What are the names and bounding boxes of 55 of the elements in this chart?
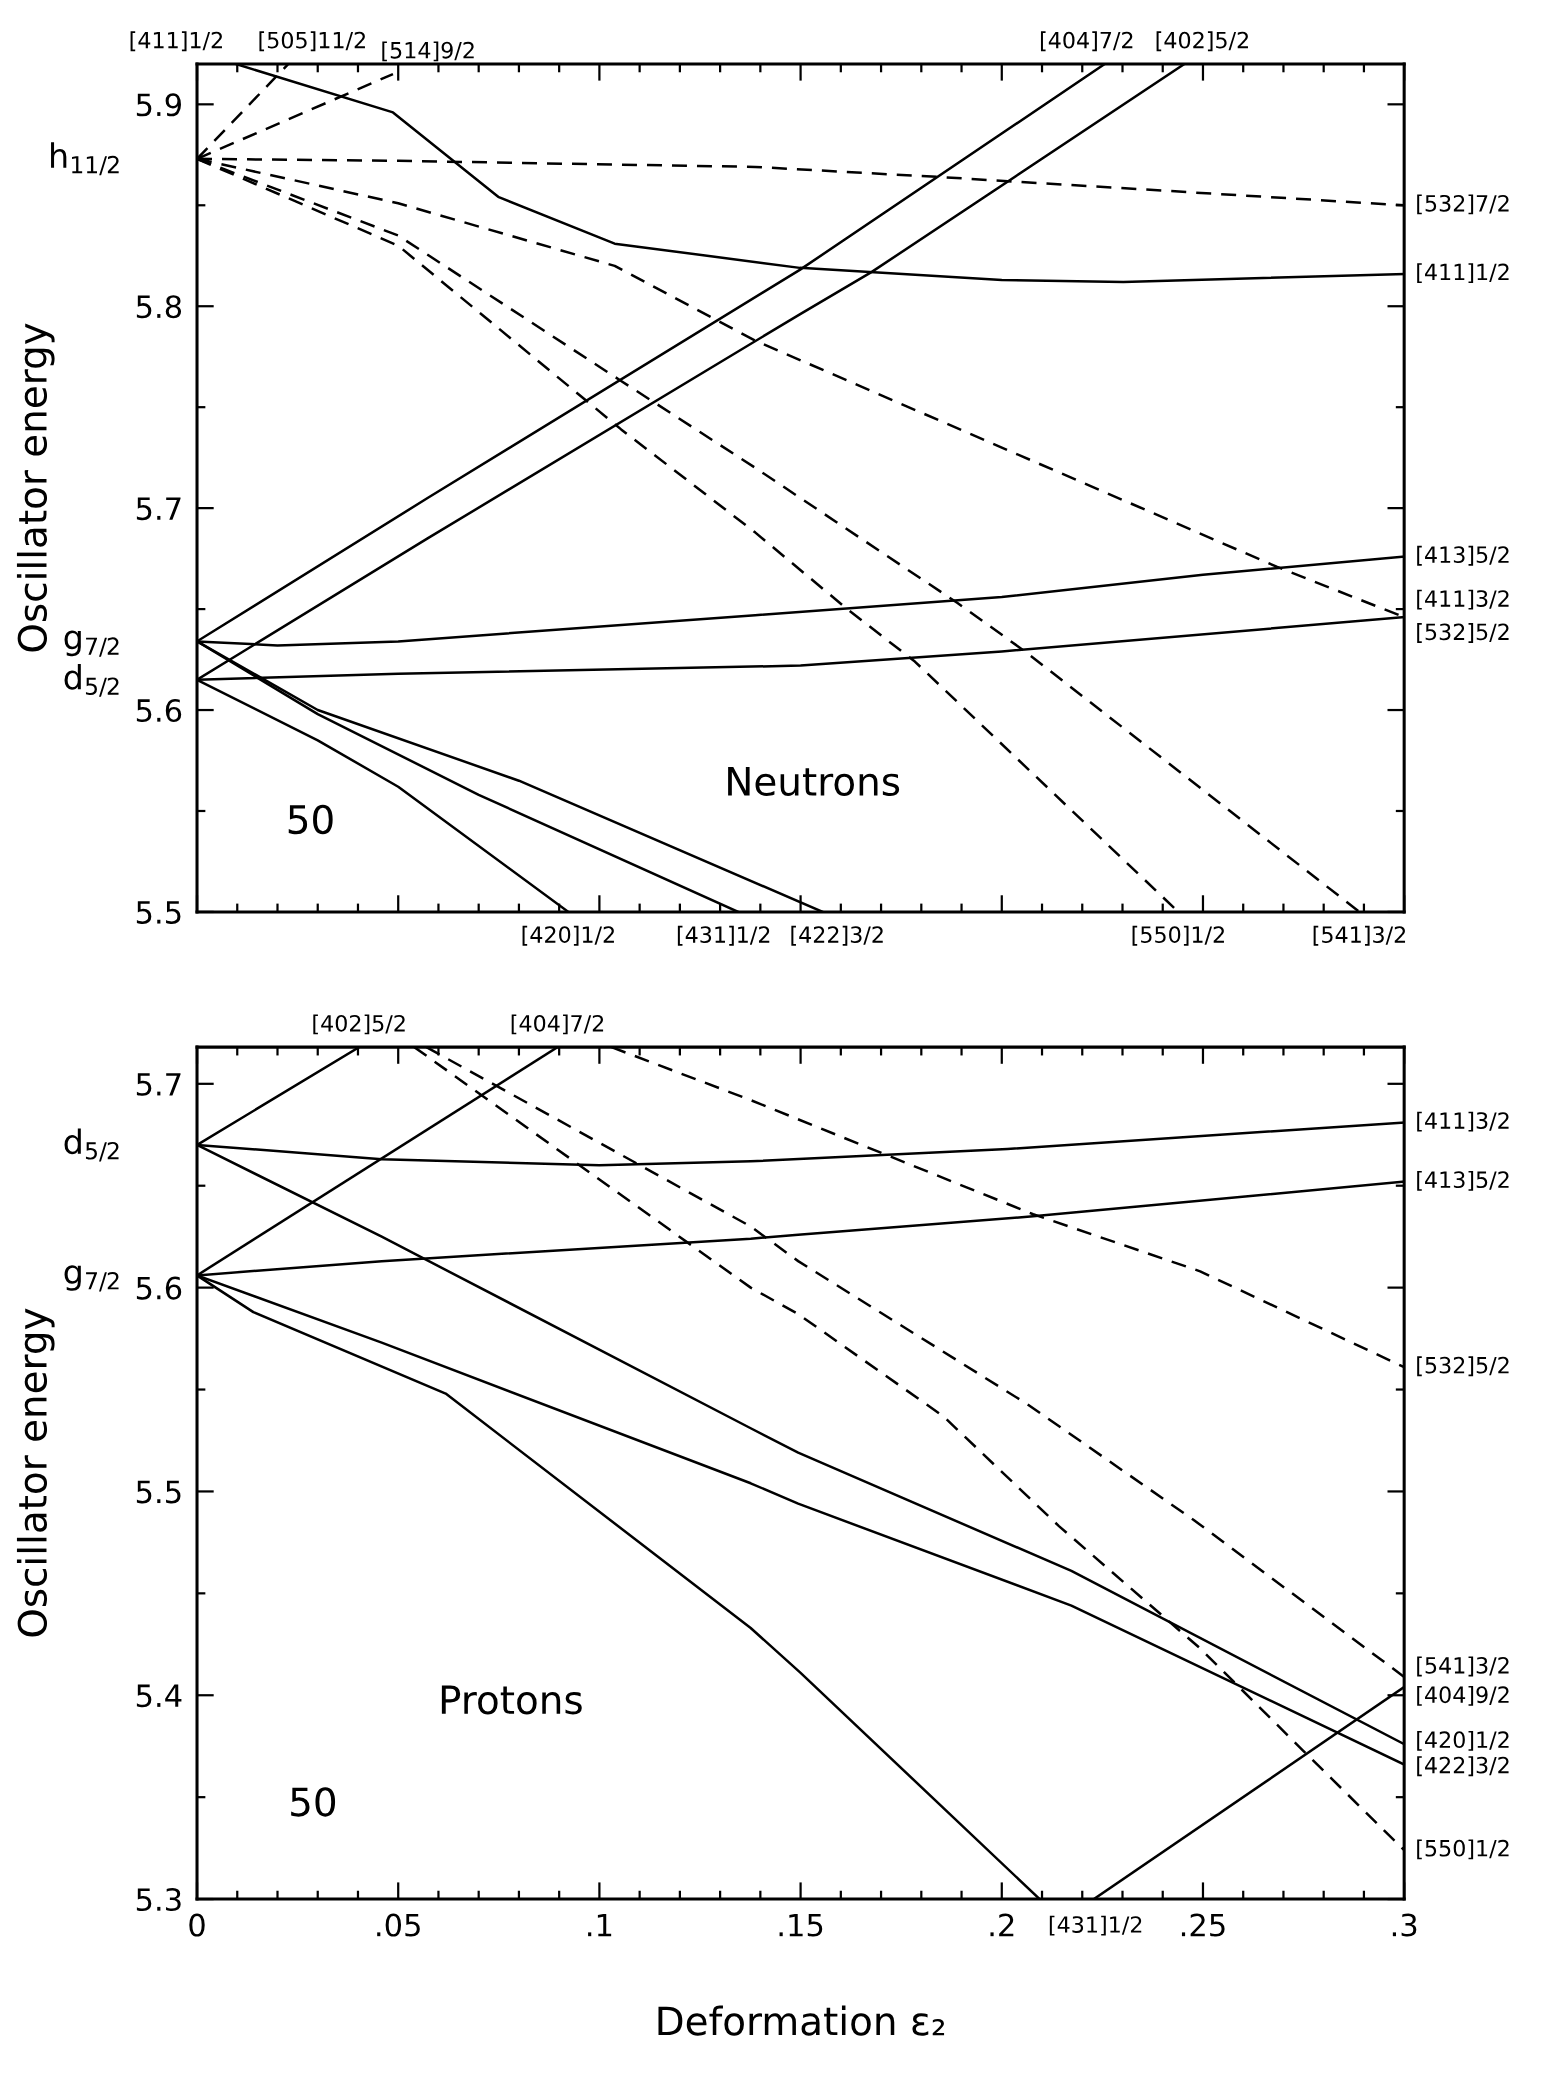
- annotation: Neutrons: [728, 767, 900, 797]
- y-tick-label: 5.5: [136, 1480, 181, 1504]
- annotation: [532]7/2: [1417, 194, 1509, 215]
- y-tick-label: 5.9: [136, 93, 181, 117]
- y-tick-label: 5.7: [136, 497, 181, 521]
- annotation: [404]7/2: [1040, 31, 1133, 52]
- y-tick-label: 5.5: [136, 901, 181, 924]
- annotation: h$_{11/2}$: [51, 142, 119, 176]
- annotation: [411]3/2: [1417, 1111, 1509, 1132]
- annotation: [404]7/2: [511, 1014, 604, 1035]
- y-axis-title: Oscillator energy: [16, 323, 55, 652]
- annotation: [532]5/2: [1417, 1356, 1509, 1377]
- annotation: 50: [288, 804, 333, 835]
- annotation: [411]3/2: [1417, 589, 1509, 610]
- x-axis-title: Deformation ε₂: [658, 2005, 945, 2036]
- annotation: d$_{5/2}$: [64, 663, 119, 697]
- annotation: [420]1/2: [522, 925, 614, 946]
- annotation: d$_{5/2}$: [64, 1128, 119, 1162]
- annotation: [541]3/2: [1417, 1656, 1509, 1677]
- annotation: [532]5/2: [1417, 623, 1509, 643]
- annotation: g$_{7/2}$: [64, 630, 119, 657]
- y-axis-title: Oscillator energy: [16, 1308, 55, 1637]
- y-tick-label: 5.3: [136, 1888, 181, 1912]
- annotation: [404]9/2: [1417, 1685, 1509, 1706]
- y-tick-label: 5.6: [136, 1276, 182, 1300]
- annotation: [422]3/2: [791, 925, 883, 946]
- annotation: [550]1/2: [1132, 925, 1224, 946]
- y-tick-label: 5.7: [136, 1073, 181, 1096]
- y-tick-label: 5.4: [136, 1684, 182, 1708]
- x-tick-label: .1: [588, 1913, 612, 1937]
- annotation: [505]11/2: [259, 31, 365, 52]
- annotation: [411]1/2: [130, 31, 222, 52]
- annotation: [541]3/2: [1313, 925, 1406, 946]
- y-tick-label: 5.6: [136, 698, 182, 723]
- annotation: [422]3/2: [1417, 1756, 1509, 1777]
- annotation: [550]1/2: [1417, 1839, 1509, 1860]
- annotation: Protons: [441, 1685, 582, 1715]
- annotation: [431]1/2: [677, 925, 770, 946]
- x-tick-label: .15: [779, 1913, 823, 1937]
- annotation: [420]1/2: [1417, 1730, 1509, 1751]
- annotation: [514]9/2: [382, 41, 474, 62]
- y-tick-label: 5.8: [136, 295, 182, 319]
- x-tick-label: .3: [1392, 1913, 1417, 1937]
- x-tick-label: .2: [990, 1913, 1014, 1937]
- annotation: [413]5/2: [1417, 1170, 1509, 1191]
- annotation: 50: [291, 1787, 336, 1817]
- x-tick-label: .05: [377, 1913, 420, 1937]
- annotation: [402]5/2: [1156, 31, 1248, 52]
- annotation: [411]1/2: [1417, 263, 1509, 283]
- annotation: [413]5/2: [1417, 545, 1509, 566]
- annotation: g$_{7/2}$: [64, 1265, 119, 1292]
- annotation: [431]1/2: [1049, 1915, 1142, 1936]
- x-tick-label: 0: [189, 1913, 205, 1937]
- x-tick-label: .25: [1181, 1913, 1225, 1937]
- annotation: [402]5/2: [313, 1014, 405, 1035]
